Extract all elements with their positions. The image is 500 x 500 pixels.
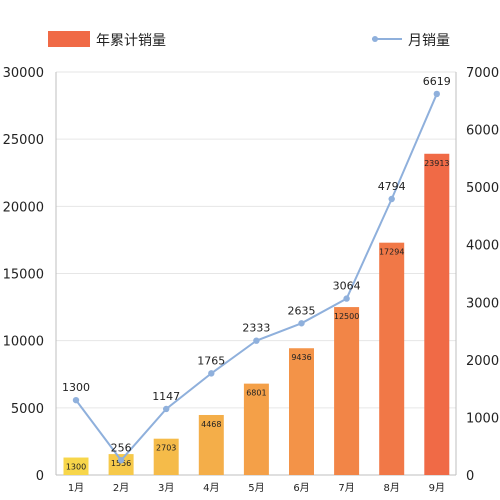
bar-value-label: 23913 (424, 159, 449, 168)
x-tick-label: 9月 (429, 482, 445, 494)
bar-value-label: 12500 (334, 312, 359, 321)
legend-line-marker (372, 36, 378, 42)
bar-value-label: 17294 (379, 248, 404, 257)
legend-line-label: 月销量 (408, 33, 450, 49)
line-value-label: 2635 (288, 304, 316, 317)
bar-1月 (63, 457, 89, 475)
legend-bar-swatch (48, 31, 90, 47)
y-right-tick-label: 5000 (466, 181, 499, 196)
y-right-tick-label: 7000 (466, 66, 499, 81)
line-value-label: 6619 (423, 75, 451, 88)
y-right-tick-label: 1000 (466, 411, 499, 426)
line-value-label: 1300 (62, 381, 90, 394)
y-left-tick-label: 5000 (11, 402, 44, 417)
bar-4月 (198, 414, 224, 475)
y-left-tick-label: 10000 (3, 335, 44, 350)
y-left-tick-label: 25000 (3, 133, 44, 148)
bar-9月 (424, 153, 450, 475)
y-right-tick-label: 4000 (466, 239, 499, 254)
y-left-tick-label: 15000 (3, 268, 44, 283)
line-point (208, 370, 215, 377)
line-point (253, 337, 260, 344)
line-value-label: 2333 (242, 322, 270, 335)
bar-5月 (243, 383, 269, 475)
x-tick-label: 7月 (338, 482, 354, 494)
line-value-label: 256 (111, 441, 132, 454)
y-right-tick-label: 0 (466, 469, 474, 484)
bar-2月 (108, 454, 134, 475)
bar-3月 (153, 438, 179, 475)
line-value-label: 4794 (378, 180, 406, 193)
bar-value-label: 1300 (66, 463, 86, 472)
x-tick-label: 6月 (293, 482, 309, 494)
y-right-tick-label: 2000 (466, 354, 499, 369)
line-value-label: 3064 (333, 280, 361, 293)
line-value-label: 1147 (152, 390, 180, 403)
x-tick-label: 4月 (203, 482, 219, 494)
bar-6月 (289, 348, 314, 475)
x-tick-label: 5月 (248, 482, 264, 494)
legend-bar-label: 年累计销量 (96, 33, 166, 49)
x-tick-label: 2月 (113, 482, 129, 494)
line-point (72, 396, 80, 404)
y-right-tick-label: 6000 (466, 124, 499, 139)
bar-8月 (379, 242, 405, 475)
y-left-tick-label: 0 (36, 469, 44, 484)
bar-value-label: 9436 (291, 353, 311, 362)
x-tick-label: 1月 (68, 482, 84, 494)
line-point (343, 295, 350, 302)
x-tick-label: 3月 (158, 482, 174, 494)
line-point (163, 405, 170, 413)
line-value-label: 1765 (197, 354, 225, 367)
y-right-tick-label: 3000 (466, 296, 499, 311)
line-point (298, 320, 305, 327)
line-point (117, 457, 125, 464)
line-point (433, 90, 440, 98)
y-left-tick-label: 30000 (3, 66, 44, 81)
bar-value-label: 2703 (156, 444, 176, 453)
bar-value-label: 6801 (246, 389, 266, 398)
y-left-tick-label: 20000 (3, 200, 44, 215)
bar-value-label: 4468 (201, 420, 221, 429)
x-tick-label: 8月 (384, 482, 400, 494)
line-point (388, 195, 395, 203)
bar-value-label: 1556 (111, 459, 131, 468)
bar-7月 (334, 307, 360, 475)
